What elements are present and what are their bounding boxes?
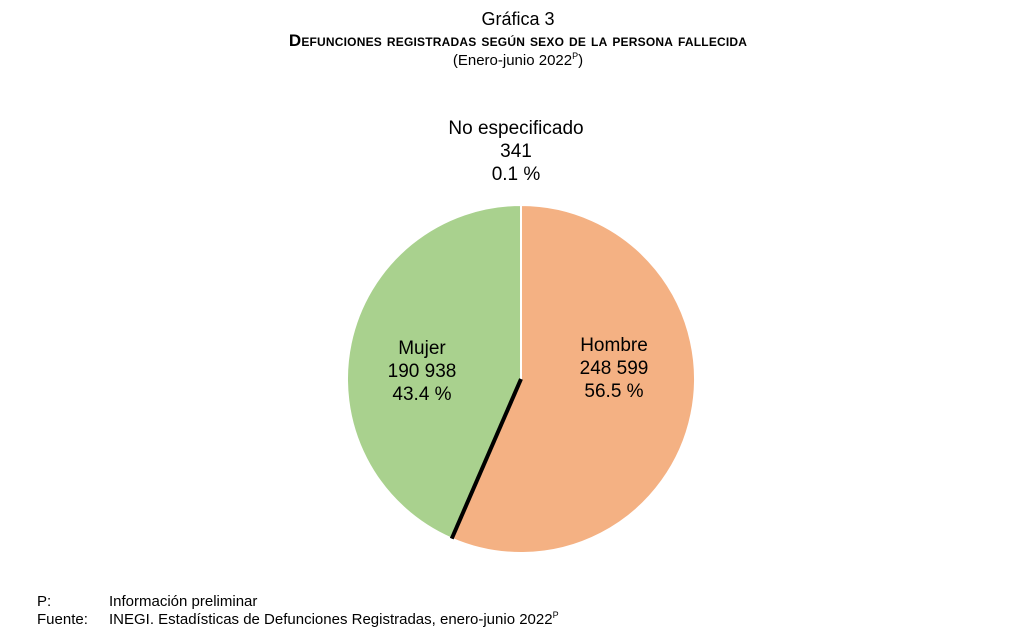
note-source-superscript: P (552, 610, 559, 620)
slice-value-mujer: 190 938 (387, 361, 457, 382)
slice-label-mujer: Mujer 190 938 43.4 % (371, 337, 473, 406)
slice-label-no-especificado: No especificado 341 0.1 % (421, 117, 611, 186)
slice-percent-no-especificado: 0.1 % (491, 164, 541, 185)
slice-name-no-especificado: No especificado (448, 118, 584, 139)
note-preliminary-text: Información preliminar (109, 593, 258, 610)
slice-name-mujer: Mujer (398, 338, 446, 359)
slice-value-no-especificado: 341 (500, 141, 532, 162)
subtitle-text: (Enero-junio 2022 (452, 52, 573, 69)
pie-slice-no-especificado (449, 378, 523, 540)
pie-slice-hombre (450, 204, 696, 554)
pie-slice-mujer (346, 204, 522, 540)
subtitle-close: ) (578, 52, 584, 69)
chart-subtitle: (Enero-junio 2022P) (0, 52, 1018, 70)
chart-header: Gráfica 3 Defunciones registradas según … (0, 8, 1018, 70)
chart-notes: P: Información preliminar Fuente: INEGI.… (37, 593, 559, 629)
chart-number: Gráfica 3 (481, 9, 555, 29)
slice-label-hombre: Hombre 248 599 56.5 % (563, 334, 665, 403)
slice-value-hombre: 248 599 (579, 358, 649, 379)
slice-percent-mujer: 43.4 % (392, 384, 452, 405)
chart-title: Defunciones registradas según sexo de la… (288, 31, 748, 50)
note-source-key: Fuente: (37, 611, 88, 628)
note-preliminary: P: Información preliminar (37, 593, 559, 611)
slice-percent-hombre: 56.5 % (584, 381, 644, 402)
note-source-text: INEGI. Estadísticas de Defunciones Regis… (109, 611, 559, 629)
note-preliminary-key: P: (37, 593, 52, 610)
note-source: Fuente: INEGI. Estadísticas de Defuncion… (37, 611, 559, 629)
subtitle-superscript: P (572, 51, 579, 61)
pie-chart (346, 204, 696, 554)
note-source-body: INEGI. Estadísticas de Defunciones Regis… (109, 611, 553, 628)
slice-name-hombre: Hombre (580, 335, 648, 356)
